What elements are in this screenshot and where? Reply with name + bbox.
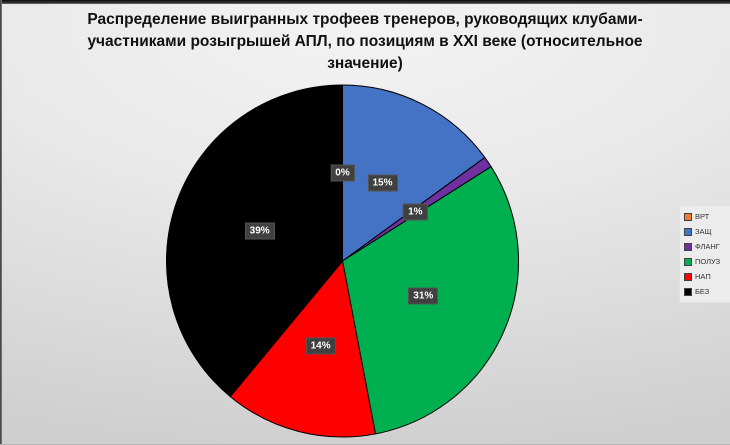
legend-item-bez[interactable]: БЕЗ xyxy=(684,286,730,297)
legend-item-flang[interactable]: ФЛАНГ xyxy=(684,241,730,252)
legend-item-vrt[interactable]: ВРТ xyxy=(684,211,730,222)
pie-slice-bez[interactable] xyxy=(166,84,343,398)
window-top-edge xyxy=(0,0,730,4)
legend: ВРТ ЗАЩ ФЛАНГ ПОЛУЗ НАП БЕЗ xyxy=(679,205,730,303)
chart-title: Распределение выигранных трофеев тренеро… xyxy=(87,11,643,72)
legend-label-poluz: ПОЛУЗ xyxy=(695,257,721,266)
legend-label-flang: ФЛАНГ xyxy=(695,242,720,251)
pie-slice-zashch[interactable] xyxy=(342,84,486,262)
window-left-edge xyxy=(0,0,2,445)
legend-swatch-flang xyxy=(684,242,692,251)
legend-label-nap: НАП xyxy=(695,272,711,281)
pie-slice-nap[interactable] xyxy=(229,260,376,438)
legend-swatch-zashch xyxy=(684,227,692,236)
legend-swatch-vrt xyxy=(684,212,692,221)
legend-item-zashch[interactable]: ЗАЩ xyxy=(684,226,730,237)
legend-swatch-nap xyxy=(684,272,692,281)
legend-swatch-bez xyxy=(684,287,692,296)
legend-item-nap[interactable]: НАП xyxy=(684,271,730,282)
legend-label-zashch: ЗАЩ xyxy=(695,227,712,236)
legend-label-vrt: ВРТ xyxy=(695,212,710,221)
legend-label-bez: БЕЗ xyxy=(695,287,710,296)
legend-item-poluz[interactable]: ПОЛУЗ xyxy=(684,256,730,267)
legend-swatch-poluz xyxy=(684,257,692,266)
